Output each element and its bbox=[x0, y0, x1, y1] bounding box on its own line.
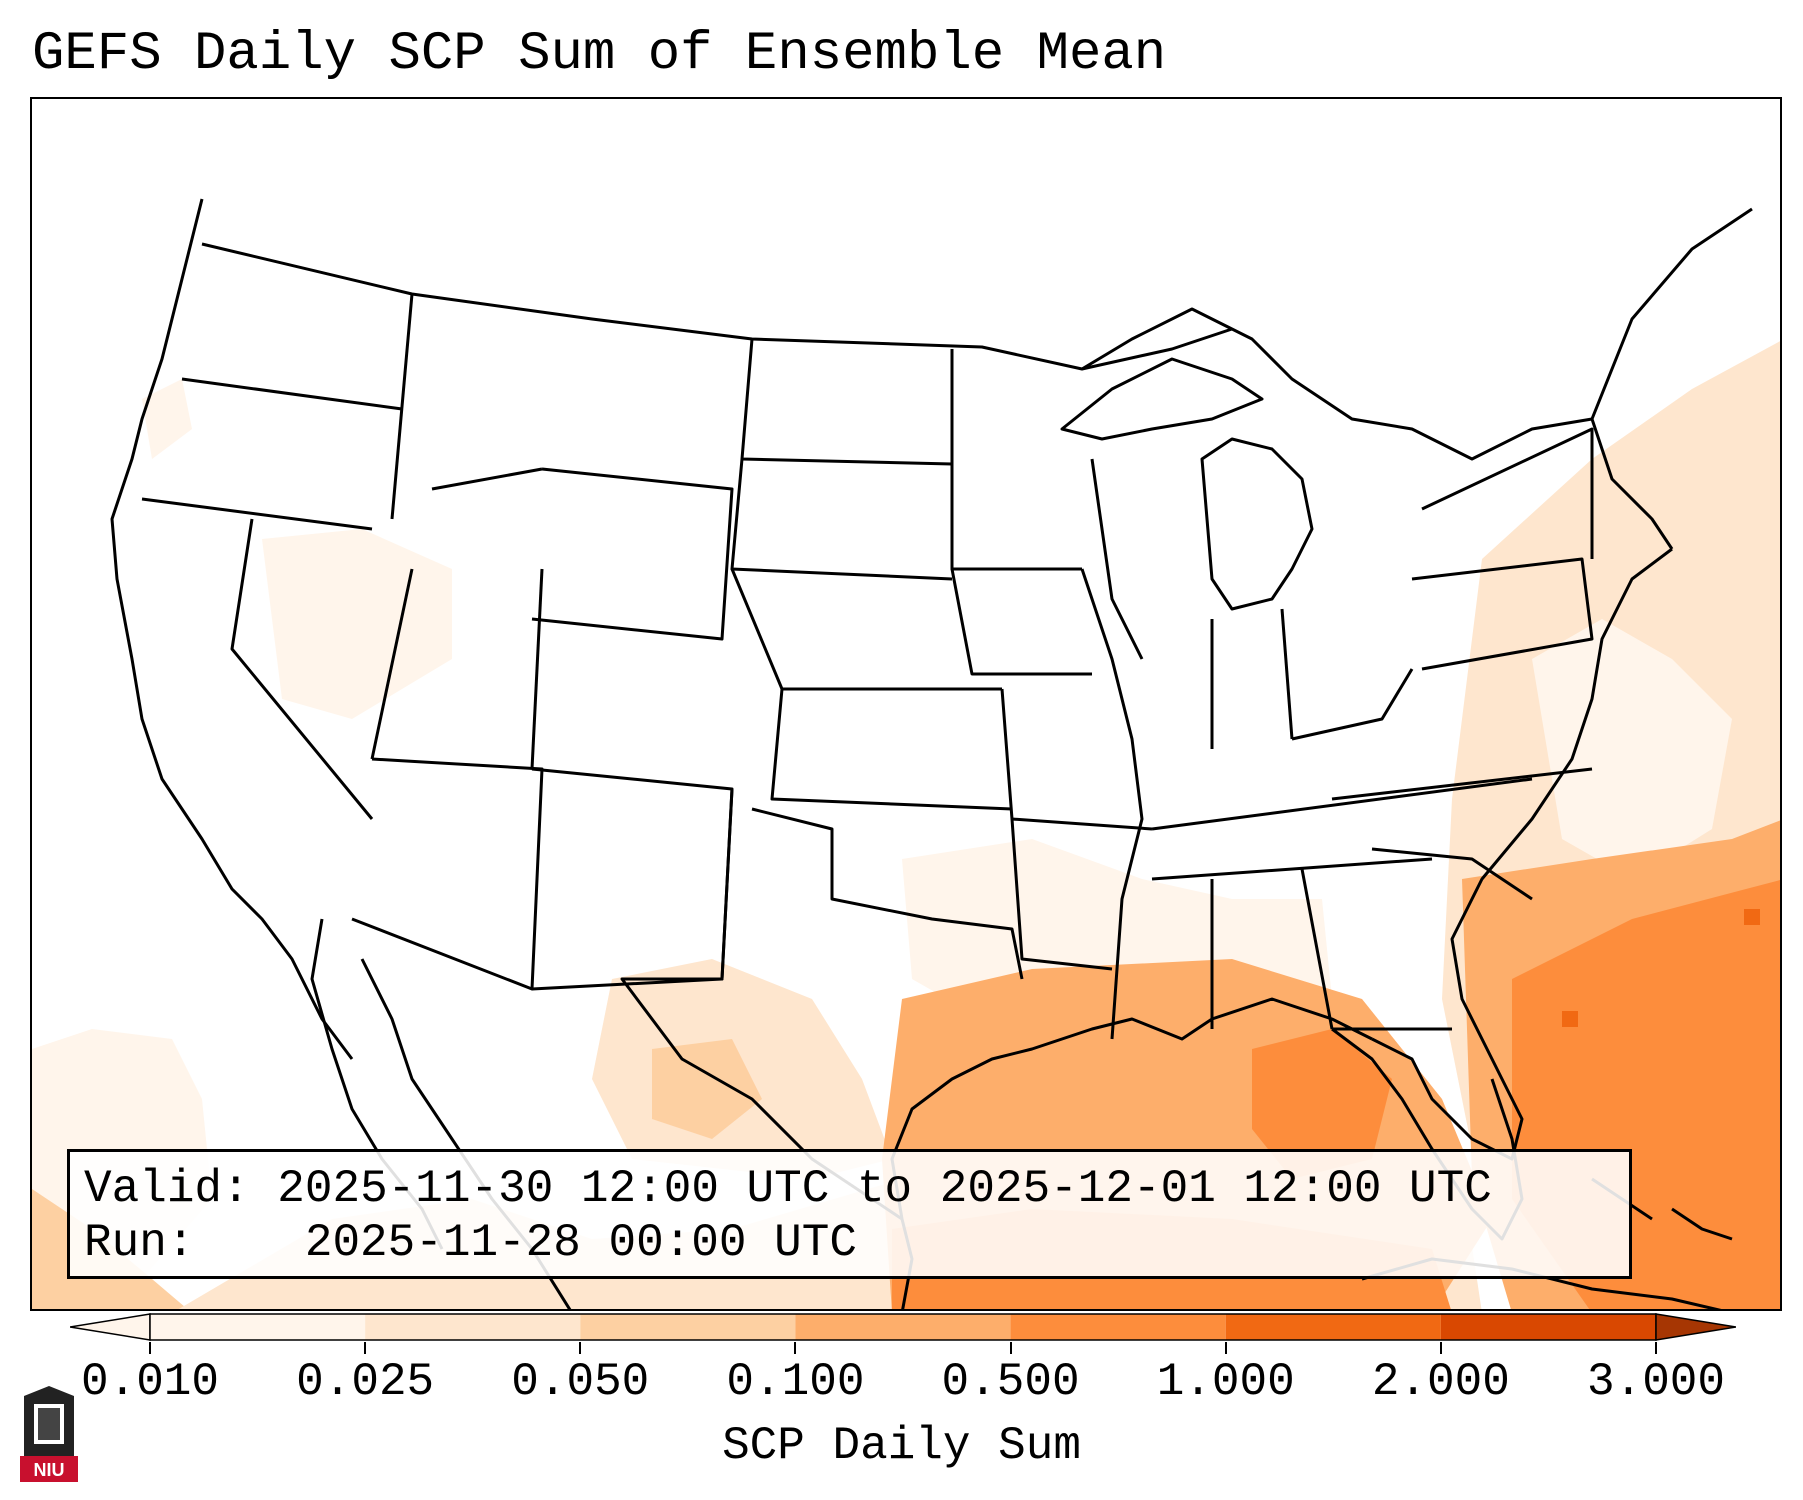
colorbar-tick-label: 0.500 bbox=[941, 1356, 1080, 1408]
state-line-az bbox=[351, 757, 544, 991]
northeast-coast bbox=[1590, 207, 1753, 550]
state-line-ny bbox=[1421, 427, 1594, 559]
colorbar-tick bbox=[149, 1342, 151, 1354]
valid-label: Valid: bbox=[84, 1163, 250, 1215]
shade-atlantic-darker-1 bbox=[1744, 909, 1760, 925]
shade-greatbasin-light bbox=[262, 529, 452, 719]
state-line-ok-tx bbox=[751, 807, 1024, 980]
state-line-wy bbox=[531, 467, 734, 641]
state-line-wa-or bbox=[181, 377, 403, 411]
state-line-sd-ne bbox=[730, 458, 953, 581]
colorbar-segment bbox=[795, 1314, 1011, 1340]
state-line-mississippi bbox=[1080, 568, 1144, 1040]
colorbar-tick bbox=[364, 1342, 367, 1354]
colorbar-title: SCP Daily Sum bbox=[722, 1420, 1081, 1472]
shade-northwest-light bbox=[142, 379, 192, 459]
colorbar-segment bbox=[365, 1314, 581, 1340]
colorbar-tick bbox=[1655, 1342, 1657, 1354]
colorbar-extend-right bbox=[1655, 1313, 1736, 1341]
colorbar-segment bbox=[1225, 1314, 1441, 1340]
state-line-nc-sc bbox=[1371, 847, 1533, 901]
state-line-ut-co bbox=[530, 568, 544, 770]
colorbar bbox=[70, 1313, 1736, 1341]
colorbar-tick bbox=[1009, 1342, 1012, 1354]
state-line-nv-ut bbox=[370, 568, 414, 760]
state-line-ne-ks bbox=[730, 568, 1002, 691]
colorbar-tick bbox=[579, 1342, 582, 1354]
run-value: 2025-11-28 00:00 UTC bbox=[304, 1217, 857, 1269]
valid-run-info-box: Valid: 2025-11-30 12:00 UTC to 2025-12-0… bbox=[67, 1149, 1632, 1279]
colorbar-tick-label: 0.025 bbox=[296, 1356, 435, 1408]
state-line-mo-ar bbox=[1000, 688, 1153, 831]
canada-border bbox=[201, 242, 1233, 371]
state-line-ca-nv bbox=[230, 518, 374, 820]
colorbar-tick-label: 0.100 bbox=[726, 1356, 865, 1408]
state-line-wi-il bbox=[1090, 458, 1144, 660]
shade-gulf-dark bbox=[1252, 1029, 1392, 1179]
colorbar-tick-label: 0.050 bbox=[511, 1356, 650, 1408]
colorbar-tick-label: 1.000 bbox=[1156, 1356, 1295, 1408]
state-line-pa bbox=[1411, 557, 1594, 671]
state-line-ks-ok bbox=[770, 688, 1013, 811]
colorbar-segment bbox=[580, 1314, 796, 1340]
state-line-id-mt bbox=[390, 293, 414, 520]
colorbar-segment bbox=[150, 1314, 366, 1340]
valid-value: 2025-11-30 12:00 UTC to 2025-12-01 12:00… bbox=[277, 1163, 1492, 1215]
map-svg bbox=[32, 198, 1780, 1309]
colorbar-tick-label: 0.010 bbox=[80, 1356, 220, 1408]
state-line-mn bbox=[950, 349, 1082, 571]
lake-superior-outline bbox=[1060, 357, 1264, 441]
greatlakes-border bbox=[1081, 307, 1593, 461]
colorbar-tick-label: 2.000 bbox=[1371, 1356, 1510, 1408]
map-panel bbox=[30, 97, 1782, 1311]
shade-atlantic-white bbox=[1532, 619, 1732, 879]
state-line-ohio-wv bbox=[1291, 668, 1414, 741]
colorbar-segment bbox=[1440, 1314, 1656, 1340]
state-line-mt-wy bbox=[431, 467, 543, 491]
michigan-outline bbox=[1200, 437, 1314, 611]
niu-logo-icon: NIU bbox=[20, 1386, 78, 1482]
state-line-nd-sd bbox=[740, 338, 953, 466]
state-line-va-nc bbox=[1331, 767, 1593, 801]
state-line-ar-la bbox=[1010, 818, 1113, 971]
colorbar-tick bbox=[1439, 1342, 1442, 1354]
chart-title: GEFS Daily SCP Sum of Ensemble Mean bbox=[32, 24, 1167, 85]
logo-text: NIU bbox=[34, 1460, 65, 1480]
state-line-ia-mo bbox=[950, 568, 1092, 676]
state-line-co-nm bbox=[531, 767, 734, 991]
east-coastline bbox=[1371, 547, 1673, 1161]
colorbar-extend-left bbox=[70, 1313, 151, 1341]
colorbar-tick-label: 3.000 bbox=[1586, 1356, 1726, 1408]
shade-atlantic-darker-2 bbox=[1562, 1011, 1578, 1027]
colorbar-tick bbox=[1224, 1342, 1227, 1354]
state-line-ky-tn bbox=[1151, 777, 1533, 831]
colorbar-segments bbox=[149, 1313, 1657, 1341]
west-coastline bbox=[110, 198, 354, 1060]
state-line-in-oh bbox=[1280, 608, 1294, 740]
colorbar-segment bbox=[1010, 1314, 1226, 1340]
colorbar-tick bbox=[794, 1342, 797, 1354]
state-line-tn-al bbox=[1151, 857, 1433, 881]
state-line-al-ga bbox=[1300, 868, 1334, 1030]
run-label: Run: bbox=[84, 1217, 195, 1269]
state-line-or-ca bbox=[141, 497, 373, 531]
shade-texas-mid bbox=[652, 1039, 762, 1139]
